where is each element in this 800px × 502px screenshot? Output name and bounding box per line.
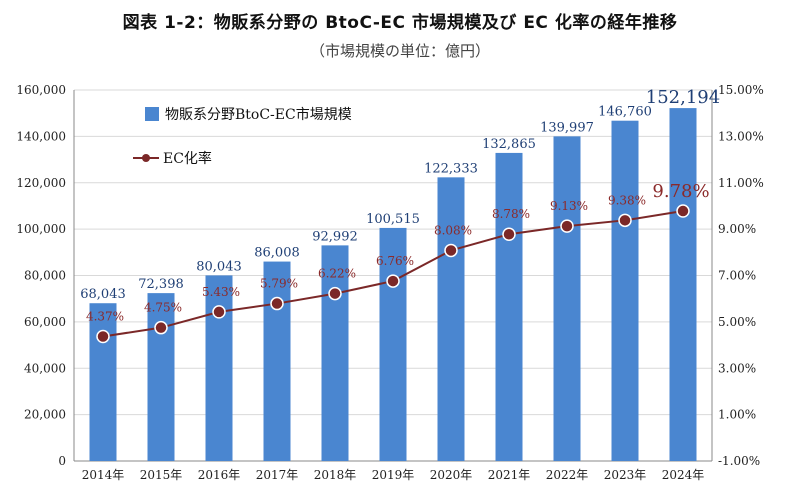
y-left-tick-label: 0 [58, 454, 66, 468]
bar-value-label: 86,008 [254, 246, 300, 261]
x-tick-label: 2022年 [546, 468, 589, 482]
ec-rate-point [212, 305, 226, 319]
line-value-label: 8.08% [434, 223, 472, 237]
line-value-label: 8.78% [492, 207, 530, 221]
bar [205, 275, 233, 461]
ec-rate-point [270, 296, 284, 311]
y-right-tick-label: 1.00% [718, 408, 756, 422]
bar-value-label: 80,043 [196, 259, 242, 274]
bar-value-label: 68,043 [80, 287, 126, 302]
bar-value-label: 92,992 [312, 229, 358, 244]
x-tick-label: 2021年 [488, 468, 531, 482]
bar [89, 303, 117, 461]
bar-value-label: 132,865 [482, 137, 536, 152]
y-right-tick-label: 15.00% [718, 83, 764, 97]
x-tick-label: 2024年 [662, 468, 705, 482]
x-tick-label: 2023年 [604, 468, 647, 482]
y-left-tick-label: 80,000 [24, 269, 66, 283]
line-value-label: 4.75% [144, 301, 182, 315]
y-left-tick-label: 60,000 [24, 315, 66, 329]
line-value-label: 5.43% [202, 285, 240, 299]
bar [611, 120, 639, 461]
y-left-tick-label: 120,000 [16, 176, 66, 190]
y-right-tick-label: 7.00% [718, 269, 756, 283]
ec-rate-point [618, 213, 632, 228]
chart-title: 図表 1-2：物販系分野の BtoC-EC 市場規模及び EC 化率の経年推移 [122, 13, 678, 33]
legend-line-label: EC化率 [163, 150, 212, 167]
bar-value-label: 122,333 [424, 161, 478, 176]
bar [263, 261, 291, 461]
x-tick-label: 2014年 [82, 468, 125, 482]
bar [553, 136, 581, 461]
x-tick-label: 2015年 [140, 468, 183, 482]
bar [495, 152, 523, 461]
bar [379, 227, 407, 461]
bar-value-label: 72,398 [138, 277, 184, 292]
y-right-tick-label: 3.00% [718, 361, 756, 375]
x-tick-label: 2019年 [372, 468, 415, 482]
line-value-label: 9.38% [608, 193, 646, 207]
y-right-tick-label: 13.00% [718, 129, 764, 143]
y-right-tick-label: -1.00% [718, 454, 760, 468]
bar [669, 108, 697, 461]
y-left-tick-label: 40,000 [24, 361, 66, 375]
legend-bar-label: 物販系分野BtoC-EC市場規模 [165, 106, 352, 123]
line-value-label: 9.13% [550, 199, 588, 213]
x-tick-label: 2020年 [430, 468, 473, 482]
y-left-tick-label: 160,000 [16, 83, 66, 97]
ec-rate-point [560, 219, 574, 233]
ec-rate-point [676, 204, 690, 218]
x-tick-label: 2018年 [314, 468, 357, 482]
x-tick-label: 2016年 [198, 468, 241, 482]
y-right-tick-label: 5.00% [718, 315, 756, 329]
line-value-label: 5.79% [260, 277, 298, 291]
bar [147, 293, 175, 461]
ec-rate-point [96, 329, 110, 344]
ec-rate-point [502, 227, 516, 241]
x-tick-label: 2017年 [256, 468, 299, 482]
y-right-tick-label: 9.00% [718, 222, 756, 236]
bar-value-label: 146,760 [598, 105, 652, 120]
y-left-tick-label: 20,000 [24, 408, 66, 422]
bar-value-label: 139,997 [540, 120, 594, 135]
bar-value-label: 152,194 [646, 87, 720, 108]
legend-bar-swatch [145, 107, 159, 121]
y-left-tick-label: 100,000 [16, 222, 66, 236]
ec-rate-point [386, 274, 400, 288]
y-right-tick-label: 11.00% [718, 176, 764, 190]
chart-subtitle: （市場規模の単位：億円） [309, 42, 490, 60]
bar [437, 177, 465, 461]
y-left-tick-label: 140,000 [16, 129, 66, 143]
line-value-label: 9.78% [652, 181, 709, 202]
legend-line-marker [142, 154, 150, 162]
bar-value-label: 100,515 [366, 212, 420, 227]
bar [321, 245, 349, 461]
ec-rate-point [444, 243, 458, 258]
ec-rate-point [154, 320, 168, 335]
line-value-label: 6.76% [376, 254, 414, 268]
line-value-label: 4.37% [86, 309, 124, 323]
ec-rate-point [328, 286, 342, 301]
line-value-label: 6.22% [318, 267, 356, 281]
